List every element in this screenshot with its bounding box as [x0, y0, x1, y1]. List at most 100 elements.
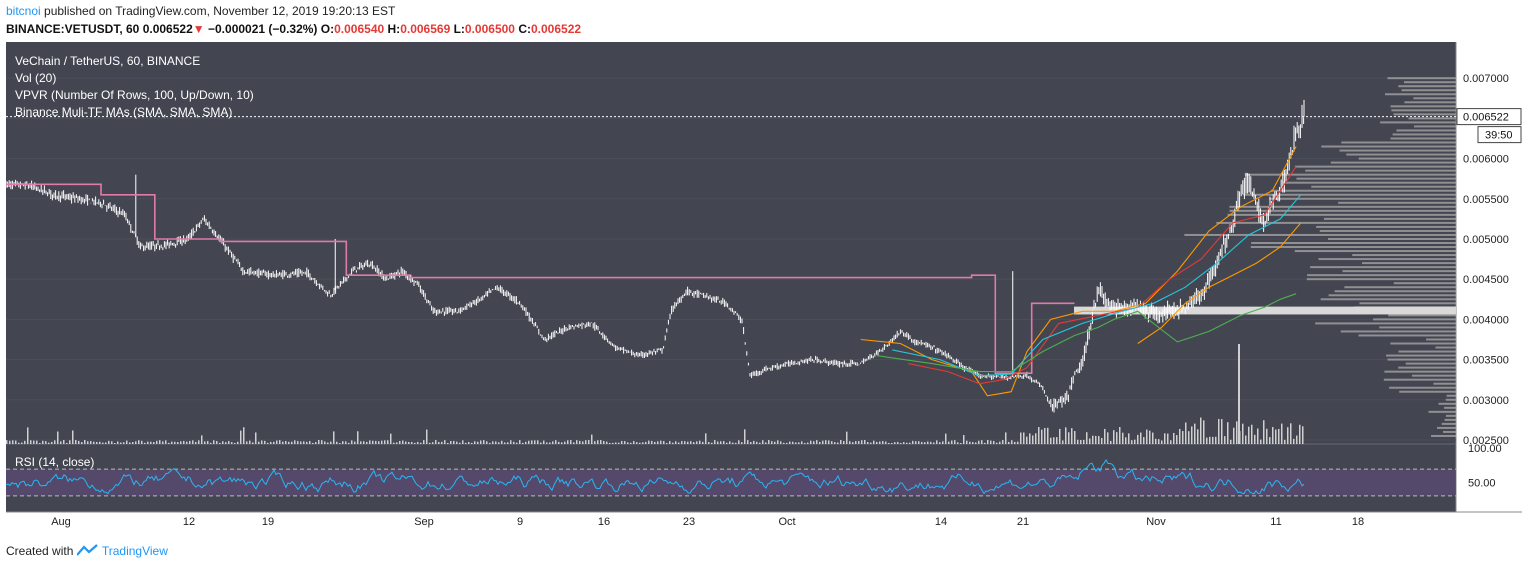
volume-bar — [567, 440, 569, 444]
author-link[interactable]: bitcnoi — [6, 4, 41, 18]
volume-bar — [756, 441, 758, 444]
legend-vpvr[interactable]: VPVR (Number Of Rows, 100, Up/Down, 10) — [15, 88, 254, 102]
vpvr-row — [1358, 157, 1456, 160]
volume-bar — [399, 440, 401, 444]
volume-bar — [936, 440, 938, 444]
time-scale — [6, 512, 1522, 540]
vpvr-row — [1330, 161, 1456, 164]
volume-bar — [552, 441, 554, 444]
publish-line: bitcnoi published on TradingView.com, No… — [6, 4, 395, 18]
volume-bar — [267, 442, 269, 444]
volume-bar — [1293, 438, 1295, 444]
volume-bar — [336, 441, 338, 444]
volume-bar — [36, 440, 38, 444]
volume-bar — [861, 440, 863, 444]
volume-bar — [948, 441, 950, 444]
volume-bar — [894, 442, 896, 444]
legend-vol[interactable]: Vol (20) — [15, 71, 56, 85]
volume-bar — [870, 442, 872, 444]
time-tick-label: Sep — [414, 516, 434, 528]
volume-bar — [1095, 435, 1097, 444]
volume-bar — [882, 441, 884, 444]
open-label: O: — [320, 22, 335, 36]
volume-bar — [834, 442, 836, 444]
volume-bar — [312, 442, 314, 444]
last-price-badge: 0.006522 — [1456, 108, 1522, 126]
vpvr-row — [1282, 181, 1456, 184]
countdown-badge: 39:50 — [1477, 126, 1522, 144]
price-chart[interactable]: 0.0070000.0065000.0060000.0055000.005000… — [6, 42, 1522, 540]
volume-bar — [516, 442, 518, 444]
volume-bar — [168, 442, 170, 444]
volume-bar — [498, 442, 500, 444]
volume-bar — [1104, 428, 1106, 444]
volume-bar — [510, 440, 512, 444]
volume-bar — [648, 440, 650, 444]
tradingview-logo-icon[interactable] — [75, 544, 102, 558]
volume-bar — [126, 440, 128, 444]
vpvr-row — [1244, 173, 1456, 176]
volume-bar — [1284, 439, 1286, 444]
volume-bar — [1098, 436, 1100, 444]
volume-bar — [315, 441, 317, 444]
volume-bar — [1032, 435, 1034, 444]
volume-bar — [489, 442, 491, 444]
volume-bar — [1077, 439, 1079, 444]
time-tick-label: 16 — [598, 516, 610, 528]
volume-bar — [1011, 440, 1013, 444]
rsi-tick-label: 50.00 — [1468, 478, 1496, 490]
volume-bar — [999, 441, 1001, 444]
tradingview-brand[interactable]: TradingView — [101, 544, 168, 558]
open-value: 0.006540 — [334, 22, 385, 36]
volume-bar — [12, 440, 14, 444]
vpvr-row — [1342, 270, 1456, 273]
price-tick-label: 0.004000 — [1463, 314, 1509, 326]
vpvr-row — [1428, 410, 1456, 413]
vpvr-row — [1316, 225, 1456, 228]
volume-bar — [696, 441, 698, 444]
volume-bar — [1134, 439, 1136, 444]
volume-bar — [1029, 433, 1031, 444]
legend-mas[interactable]: Binance Muli-TF MAs (SMA, SMA, SMA) — [15, 105, 232, 119]
volume-bar — [876, 441, 878, 444]
volume-bar — [1266, 428, 1268, 444]
vpvr-row — [1373, 318, 1456, 321]
volume-bar — [66, 442, 68, 444]
volume-bar — [768, 440, 770, 444]
volume-bar — [1182, 431, 1184, 444]
volume-bar — [387, 440, 389, 444]
vpvr-row — [1229, 205, 1456, 208]
volume-bar — [633, 441, 635, 444]
volume-bar — [468, 441, 470, 444]
vpvr-row — [1403, 81, 1456, 84]
vpvr-row — [1426, 338, 1456, 341]
volume-bar — [219, 442, 221, 444]
volume-bar — [972, 441, 974, 444]
volume-bar — [1173, 432, 1175, 444]
volume-bar — [546, 442, 548, 444]
volume-bar — [51, 441, 53, 444]
legend-rsi[interactable]: RSI (14, close) — [15, 455, 94, 469]
volume-bar — [1044, 427, 1046, 444]
volume-bar — [96, 441, 98, 444]
volume-bar — [984, 442, 986, 444]
volume-bar — [1023, 432, 1025, 444]
volume-bar — [330, 441, 332, 444]
ohlc-line: BINANCE:VETUSDT, 60 0.006522▼ −0.000021 … — [6, 22, 581, 36]
volume-bar — [1272, 427, 1274, 444]
volume-bar — [216, 441, 218, 444]
volume-bar — [723, 441, 725, 444]
vpvr-row — [1414, 125, 1456, 128]
volume-bar — [1116, 432, 1118, 444]
volume-bar — [549, 442, 551, 444]
vpvr-row — [1294, 165, 1456, 168]
vpvr-row — [1387, 358, 1456, 361]
volume-bar — [300, 441, 302, 444]
volume-bar — [807, 442, 809, 444]
volume-bar — [1209, 436, 1211, 444]
volume-bar — [942, 441, 944, 444]
vpvr-row — [1384, 370, 1456, 373]
volume-bar — [441, 441, 443, 444]
volume-bar — [288, 441, 290, 444]
volume-bar — [609, 442, 611, 444]
